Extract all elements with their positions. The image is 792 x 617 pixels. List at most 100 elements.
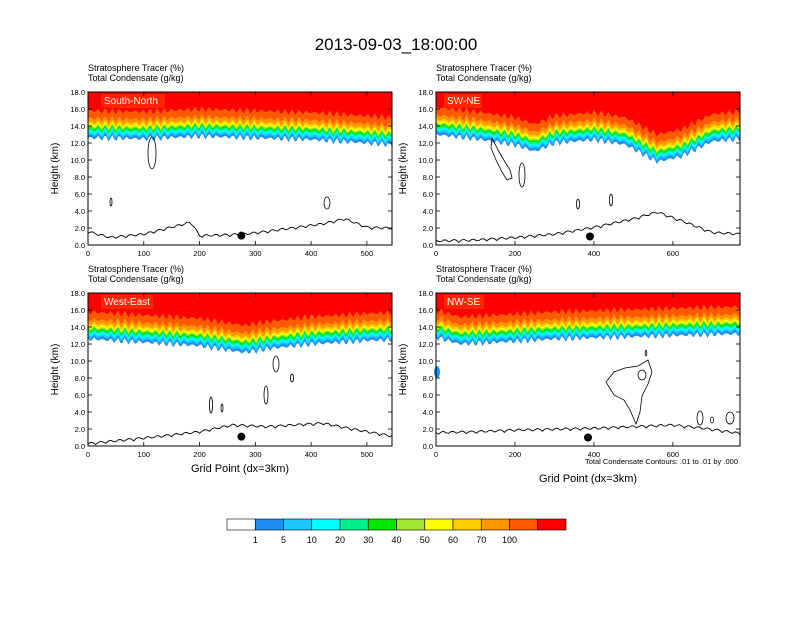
colorbar-box [311, 518, 341, 531]
y-tick-label: 0.0 [423, 241, 433, 250]
y-axis-label: Height (km) [50, 143, 61, 195]
x-tick-label: 200 [193, 249, 206, 258]
condensate-contour [637, 369, 647, 381]
colorbar-label: 1 [253, 535, 258, 545]
condensate-contour [209, 396, 213, 414]
y-tick-label: 12.0 [418, 340, 433, 349]
panel-header-tracer: Stratosphere Tracer (%) [88, 63, 184, 73]
x-axis: 0 100 200 300 400 500 [86, 92, 373, 258]
colorbar-box [537, 518, 567, 531]
y-tick-label: 2.0 [75, 224, 85, 233]
location-marker [237, 231, 246, 240]
colorbar-label: 20 [335, 535, 345, 545]
tracer-blob [434, 366, 440, 378]
y-axis-label: Height (km) [50, 344, 61, 396]
y-tick-label: 18.0 [418, 88, 433, 97]
panel-header-condensate: Total Condensate (g/kg) [436, 73, 532, 83]
figure-title: 2013-09-03_18:00:00 [315, 35, 478, 54]
condensate-contour [490, 136, 513, 181]
condensate-contours [490, 136, 613, 210]
y-tick-label: 14.0 [70, 323, 85, 332]
panel-header-tracer: Stratosphere Tracer (%) [436, 264, 532, 274]
y-tick-label: 4.0 [75, 408, 85, 417]
y-tick-label: 16.0 [70, 306, 85, 315]
y-tick-label: 14.0 [418, 323, 433, 332]
y-tick-label: 8.0 [75, 374, 85, 383]
y-tick-label: 16.0 [418, 105, 433, 114]
colorbar-labels: 1 5 10 20 30 40 50 60 70 100 [253, 535, 517, 545]
condensate-contours [209, 355, 294, 414]
y-tick-label: 12.0 [70, 139, 85, 148]
x-tick-label: 400 [588, 450, 601, 459]
x-tick-label: 200 [509, 450, 522, 459]
condensate-contour [263, 385, 269, 405]
y-axis: 0.0 2.0 4.0 6.0 8.0 10.0 12.0 14.0 16.0 18.0 [70, 289, 392, 451]
plot-frame [435, 91, 741, 246]
y-tick-label: 6.0 [75, 391, 85, 400]
colorbar: 1 5 10 20 30 40 50 60 70 100 [226, 518, 567, 545]
colorbar-box [424, 518, 454, 531]
colorbar-box [480, 518, 510, 531]
tracer-fill-layer [436, 293, 740, 319]
panel-sw-ne: Stratosphere Tracer (%) Total Condensate… [398, 63, 741, 258]
x-axis: 0 200 400 600 [434, 293, 679, 459]
y-tick-label: 18.0 [70, 88, 85, 97]
x-tick-label: 0 [434, 249, 438, 258]
plot-frame [435, 292, 741, 447]
panel-header-condensate: Total Condensate (g/kg) [436, 274, 532, 284]
panel-label-bg [101, 94, 165, 108]
terrain-line [435, 211, 741, 244]
y-axis-label: Height (km) [398, 143, 409, 195]
y-tick-label: 10.0 [70, 357, 85, 366]
location-marker [237, 432, 246, 441]
colorbar-label: 40 [391, 535, 401, 545]
panel-south-north: Stratosphere Tracer (%) Total Condensate… [50, 63, 393, 258]
x-tick-label: 0 [434, 450, 438, 459]
colorbar-box [226, 518, 256, 531]
panel-header-tracer: Stratosphere Tracer (%) [436, 63, 532, 73]
colorbar-box [509, 518, 539, 531]
x-axis-label: Grid Point (dx=3km) [539, 473, 637, 485]
x-tick-label: 300 [249, 249, 262, 258]
colorbar-box [367, 518, 397, 531]
y-tick-label: 10.0 [418, 156, 433, 165]
condensate-contour [605, 359, 653, 426]
panel-label-bg [444, 94, 482, 108]
y-tick-label: 0.0 [75, 442, 85, 451]
x-tick-label: 200 [193, 450, 206, 459]
y-tick-label: 6.0 [423, 190, 433, 199]
y-tick-label: 2.0 [75, 425, 85, 434]
x-tick-label: 500 [361, 249, 374, 258]
panel-label: NW-SE [447, 297, 480, 308]
y-tick-label: 8.0 [423, 173, 433, 182]
panel-label-bg [101, 295, 153, 309]
tracer-fill-layer [88, 293, 392, 327]
panel-header-tracer: Stratosphere Tracer (%) [88, 264, 184, 274]
x-tick-label: 100 [138, 249, 151, 258]
y-tick-label: 10.0 [70, 156, 85, 165]
y-tick-label: 6.0 [75, 190, 85, 199]
condensate-contour [725, 411, 735, 425]
condensate-contour [710, 416, 714, 424]
colorbar-box [254, 518, 284, 531]
tracer-fill-layer [436, 92, 740, 137]
x-tick-label: 0 [86, 450, 90, 459]
y-tick-label: 0.0 [75, 241, 85, 250]
y-tick-label: 14.0 [418, 122, 433, 131]
colorbar-label: 60 [448, 535, 458, 545]
colorbar-label: 50 [420, 535, 430, 545]
x-axis: 0 200 400 600 [434, 92, 679, 258]
panel-nw-se: Stratosphere Tracer (%) Total Condensate… [398, 264, 741, 485]
panel-label: South-North [104, 96, 158, 107]
colorbar-label: 30 [363, 535, 373, 545]
panel-west-east: Stratosphere Tracer (%) Total Condensate… [50, 264, 393, 475]
panel-header-condensate: Total Condensate (g/kg) [88, 73, 184, 83]
y-tick-label: 4.0 [423, 408, 433, 417]
colorbar-label: 70 [476, 535, 486, 545]
terrain-line [87, 422, 393, 446]
colorbar-label: 100 [502, 535, 517, 545]
x-axis: 0 100 200 300 400 500 [86, 293, 373, 459]
y-tick-label: 8.0 [423, 374, 433, 383]
